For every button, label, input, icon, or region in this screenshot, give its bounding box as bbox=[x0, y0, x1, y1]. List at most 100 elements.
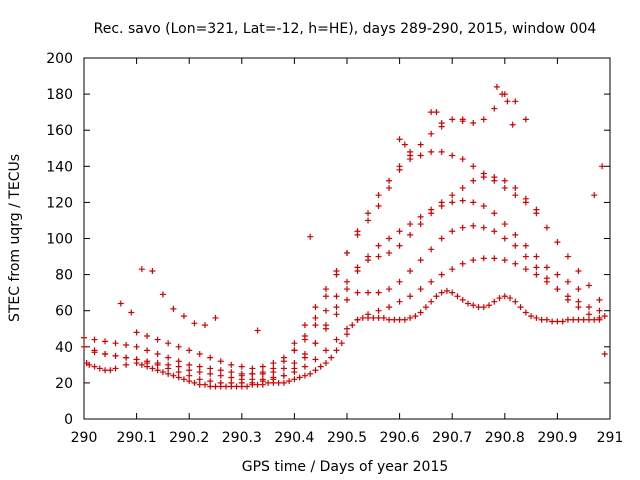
data-point bbox=[522, 199, 529, 206]
x-tick-label: 290.1 bbox=[117, 430, 157, 446]
data-point bbox=[554, 239, 561, 246]
data-point bbox=[480, 116, 487, 123]
data-point bbox=[459, 296, 466, 303]
data-point bbox=[449, 289, 456, 296]
data-point bbox=[522, 253, 529, 260]
data-point bbox=[312, 322, 319, 329]
data-point bbox=[533, 253, 540, 260]
y-tick-label: 160 bbox=[46, 123, 73, 139]
data-point bbox=[365, 210, 372, 217]
data-point bbox=[459, 224, 466, 231]
data-point bbox=[344, 286, 350, 293]
plot-frame bbox=[83, 57, 611, 420]
data-point bbox=[354, 316, 361, 323]
data-point bbox=[196, 369, 203, 376]
data-point bbox=[549, 318, 556, 325]
data-point bbox=[91, 336, 98, 343]
data-point bbox=[491, 228, 498, 235]
data-point bbox=[259, 378, 266, 385]
data-point bbox=[580, 316, 587, 323]
data-point bbox=[186, 347, 193, 354]
y-tick-label: 180 bbox=[46, 87, 73, 103]
data-point bbox=[407, 231, 414, 238]
data-point bbox=[259, 369, 266, 376]
data-point bbox=[207, 365, 214, 372]
axis-ticks: 290 290.1 290.2 290.3 290.4 290.5 290.6 290.7 29… bbox=[46, 51, 623, 446]
data-point bbox=[601, 351, 608, 358]
data-point bbox=[417, 257, 424, 264]
data-point bbox=[265, 379, 272, 386]
data-point bbox=[417, 286, 424, 293]
data-point bbox=[175, 363, 182, 370]
data-point bbox=[133, 329, 140, 336]
data-point bbox=[217, 358, 224, 365]
data-point bbox=[470, 163, 477, 170]
data-point bbox=[201, 381, 208, 388]
data-point bbox=[417, 152, 424, 159]
data-point bbox=[112, 352, 119, 359]
data-point bbox=[585, 282, 592, 289]
data-point bbox=[228, 374, 235, 381]
data-point bbox=[564, 278, 571, 285]
data-point bbox=[207, 354, 214, 361]
data-point bbox=[301, 372, 308, 379]
data-point bbox=[117, 300, 124, 307]
data-point bbox=[212, 314, 219, 321]
data-point bbox=[396, 228, 403, 235]
data-point bbox=[322, 286, 329, 293]
data-point bbox=[196, 363, 203, 370]
data-point bbox=[144, 360, 151, 367]
data-point bbox=[533, 271, 540, 278]
data-point bbox=[244, 383, 251, 390]
data-point bbox=[123, 361, 130, 368]
data-point bbox=[599, 163, 606, 170]
data-point bbox=[175, 369, 182, 376]
data-point bbox=[291, 340, 298, 347]
data-point bbox=[286, 378, 293, 385]
data-point bbox=[491, 298, 498, 305]
data-point bbox=[564, 253, 571, 260]
data-point bbox=[370, 314, 377, 321]
data-point bbox=[138, 361, 145, 368]
data-point bbox=[91, 349, 98, 356]
data-point bbox=[412, 313, 419, 320]
data-point bbox=[417, 221, 424, 228]
data-point bbox=[317, 363, 324, 370]
data-point bbox=[570, 316, 577, 323]
data-point bbox=[201, 322, 208, 329]
data-point bbox=[504, 98, 511, 105]
data-point bbox=[386, 249, 393, 256]
data-point bbox=[428, 206, 435, 213]
data-point bbox=[333, 336, 340, 343]
data-point bbox=[501, 177, 508, 184]
data-point bbox=[575, 298, 582, 305]
data-point bbox=[428, 278, 435, 285]
data-point bbox=[344, 296, 350, 303]
data-point bbox=[223, 383, 230, 390]
data-point bbox=[159, 369, 166, 376]
data-point bbox=[554, 271, 561, 278]
data-point bbox=[207, 383, 214, 390]
data-point bbox=[459, 197, 466, 204]
data-point bbox=[438, 199, 445, 206]
data-point bbox=[338, 340, 345, 347]
data-point bbox=[322, 360, 329, 367]
data-point bbox=[491, 255, 498, 262]
data-point bbox=[428, 298, 435, 305]
data-point bbox=[459, 184, 466, 191]
data-point bbox=[354, 289, 361, 296]
x-tick-label: 290.4 bbox=[274, 430, 314, 446]
data-point bbox=[280, 372, 287, 379]
data-point bbox=[449, 199, 456, 206]
data-point bbox=[344, 278, 350, 285]
data-point bbox=[386, 304, 393, 311]
y-tick-label: 120 bbox=[46, 195, 73, 211]
data-point bbox=[407, 293, 414, 300]
data-point bbox=[543, 316, 550, 323]
data-point bbox=[175, 358, 182, 365]
y-tick-label: 60 bbox=[55, 304, 73, 320]
data-point bbox=[217, 367, 224, 374]
data-point bbox=[238, 379, 245, 386]
data-point bbox=[486, 302, 493, 309]
data-points bbox=[81, 83, 608, 390]
